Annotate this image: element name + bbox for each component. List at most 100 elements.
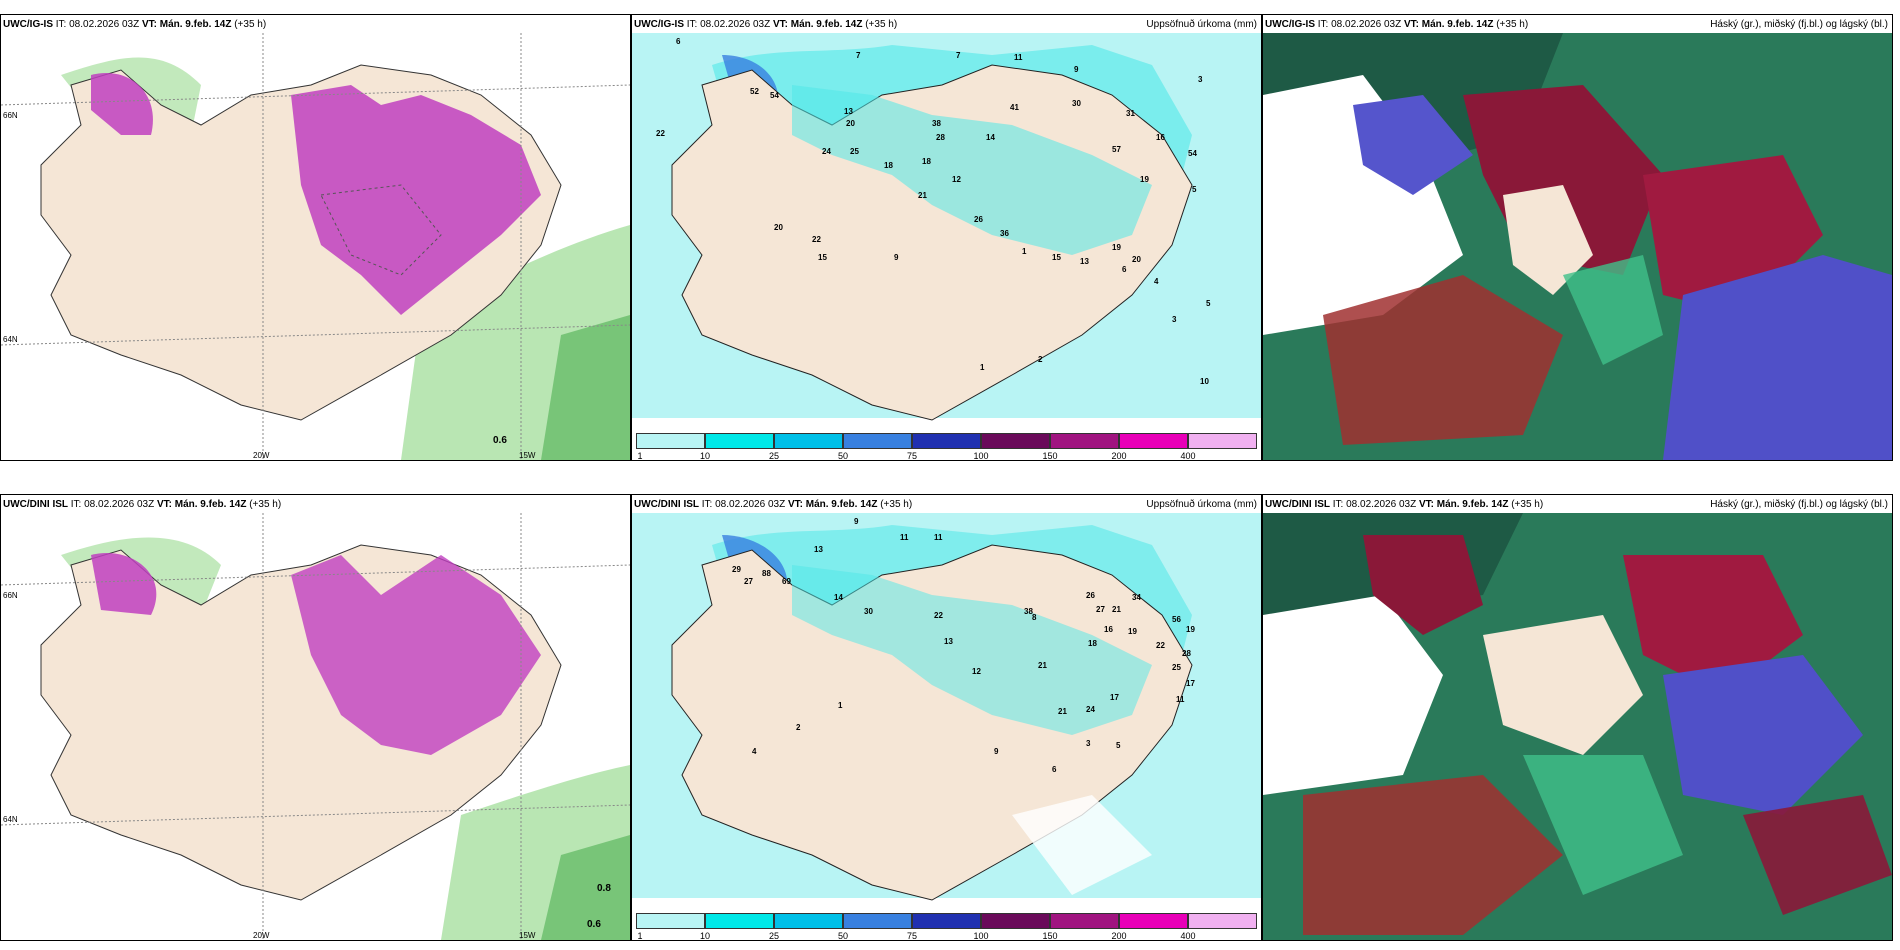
precip-value-label: 27	[744, 577, 753, 586]
precip-value-label: 1	[980, 363, 985, 372]
colorbar-swatch	[705, 433, 774, 449]
precip-value-label: 6	[1122, 265, 1127, 274]
precip-value-label: 5	[1116, 741, 1121, 750]
precip-value-label: 7	[856, 51, 861, 60]
precip-value-label: 5	[1192, 185, 1197, 194]
colorbar-swatch	[1050, 913, 1119, 929]
lon-label-15: 15W	[519, 931, 536, 940]
precip-value-label: 10	[1200, 377, 1209, 386]
precip-value-label: 9	[894, 253, 899, 262]
panel-snow-ig: UWC/IG-IS IT: 08.02.2026 03Z VT: Mán. 9.…	[0, 14, 631, 461]
precip-value-label: 3	[1086, 739, 1091, 748]
colorbar-tick-label: 400	[1180, 931, 1196, 941]
precip-value-label: 2	[1038, 355, 1043, 364]
colorbar-tick-label: 1	[637, 451, 643, 461]
colorbar-swatch	[981, 913, 1050, 929]
precip-value-label: 24	[822, 147, 831, 156]
colorbar-tick-label: 25	[768, 931, 780, 941]
map-snow-dini	[1, 513, 630, 940]
precip-value-label: 3	[1172, 315, 1177, 324]
precip-value-label: 56	[1172, 615, 1181, 624]
precip-value-label: 21	[1112, 605, 1121, 614]
panel-clouds-dini: UWC/DINI ISL IT: 08.02.2026 03Z VT: Mán.…	[1262, 494, 1893, 941]
precip-value-label: 22	[934, 611, 943, 620]
colorbar-tick-label: 150	[1042, 931, 1058, 941]
precip-value-label: 18	[1088, 639, 1097, 648]
precip-value-label: 29	[732, 565, 741, 574]
lat-label-66: 66N	[3, 591, 18, 600]
panel-header: UWC/DINI ISL IT: 08.02.2026 03Z VT: Mán.…	[634, 499, 913, 510]
panel-header: UWC/IG-IS IT: 08.02.2026 03Z VT: Mán. 9.…	[1265, 19, 1529, 30]
map-precip-dini	[632, 513, 1261, 901]
panel-title: Háský (gr.), miðský (fj.bl.) og lágský (…	[1710, 19, 1888, 30]
precip-value-label: 52	[750, 87, 759, 96]
precip-value-label: 69	[782, 577, 791, 586]
map-clouds-dini	[1263, 513, 1892, 940]
precip-value-label: 9	[1074, 65, 1079, 74]
precip-value-label: 20	[774, 223, 783, 232]
precip-value-label: 30	[1072, 99, 1081, 108]
wind-value: 0.8	[597, 883, 611, 894]
precip-value-label: 11	[1176, 695, 1185, 704]
precip-value-label: 13	[844, 107, 853, 116]
colorbar-swatch	[705, 913, 774, 929]
colorbar-tick-label: 10	[699, 931, 711, 941]
panel-title: Háský (gr.), miðský (fj.bl.) og lágský (…	[1710, 499, 1888, 510]
colorbar-tick-label: 50	[837, 451, 849, 461]
precip-value-label: 15	[1052, 253, 1061, 262]
precip-value-label: 6	[676, 37, 681, 46]
precip-value-label: 17	[1110, 693, 1119, 702]
lon-label-20: 20W	[253, 931, 270, 940]
precip-value-label: 11	[900, 533, 909, 542]
panel-precip-ig: UWC/IG-IS IT: 08.02.2026 03Z VT: Mán. 9.…	[631, 14, 1262, 461]
precip-value-label: 34	[1132, 593, 1141, 602]
precip-value-label: 18	[884, 161, 893, 170]
colorbar-swatch	[843, 433, 912, 449]
precip-value-label: 27	[1096, 605, 1105, 614]
precip-colorbar: 1 10 25 50 75 100 150 200 400	[636, 433, 1257, 461]
lon-label-15: 15W	[519, 451, 536, 460]
precip-value-label: 9	[994, 747, 999, 756]
precip-value-label: 22	[1156, 641, 1165, 650]
panel-title: Uppsöfnuð úrkoma (mm)	[1146, 19, 1257, 30]
precip-value-label: 4	[1154, 277, 1159, 286]
precip-value-label: 14	[834, 593, 843, 602]
precip-value-label: 1	[838, 701, 843, 710]
colorbar-tick-label: 200	[1111, 931, 1127, 941]
precip-value-label: 25	[850, 147, 859, 156]
panel-precip-dini: UWC/DINI ISL IT: 08.02.2026 03Z VT: Mán.…	[631, 494, 1262, 941]
panel-header: UWC/DINI ISL IT: 08.02.2026 03Z VT: Mán.…	[3, 499, 282, 510]
precip-value-label: 12	[972, 667, 981, 676]
precip-value-label: 2	[796, 723, 801, 732]
precip-value-label: 20	[846, 119, 855, 128]
panel-header: UWC/IG-IS IT: 08.02.2026 03Z VT: Mán. 9.…	[634, 19, 898, 30]
precip-value-label: 8	[1032, 613, 1037, 622]
colorbar-swatch	[636, 913, 705, 929]
precip-value-label: 38	[932, 119, 941, 128]
colorbar-swatch	[843, 913, 912, 929]
precip-value-label: 11	[934, 533, 943, 542]
precip-value-label: 14	[986, 133, 995, 142]
colorbar-swatch	[1188, 433, 1257, 449]
colorbar-swatch	[1188, 913, 1257, 929]
colorbar-swatch	[981, 433, 1050, 449]
precip-value-label: 20	[1132, 255, 1141, 264]
precip-value-label: 26	[974, 215, 983, 224]
panel-title: Uppsöfnuð úrkoma (mm)	[1146, 499, 1257, 510]
colorbar-swatch	[774, 913, 843, 929]
precip-value-label: 22	[812, 235, 821, 244]
precip-value-label: 25	[1172, 663, 1181, 672]
colorbar-tick-label: 400	[1180, 451, 1196, 461]
precip-value-label: 26	[1086, 591, 1095, 600]
precip-value-label: 19	[1112, 243, 1121, 252]
colorbar-swatch	[1050, 433, 1119, 449]
colorbar-swatch	[636, 433, 705, 449]
precip-value-label: 15	[818, 253, 827, 262]
precip-value-label: 7	[956, 51, 961, 60]
precip-value-label: 19	[1140, 175, 1149, 184]
map-precip-ig	[632, 33, 1261, 421]
precip-value-label: 18	[922, 157, 931, 166]
precip-value-label: 9	[854, 517, 859, 526]
precip-value-label: 41	[1010, 103, 1019, 112]
precip-colorbar: 1 10 25 50 75 100 150 200 400	[636, 913, 1257, 941]
